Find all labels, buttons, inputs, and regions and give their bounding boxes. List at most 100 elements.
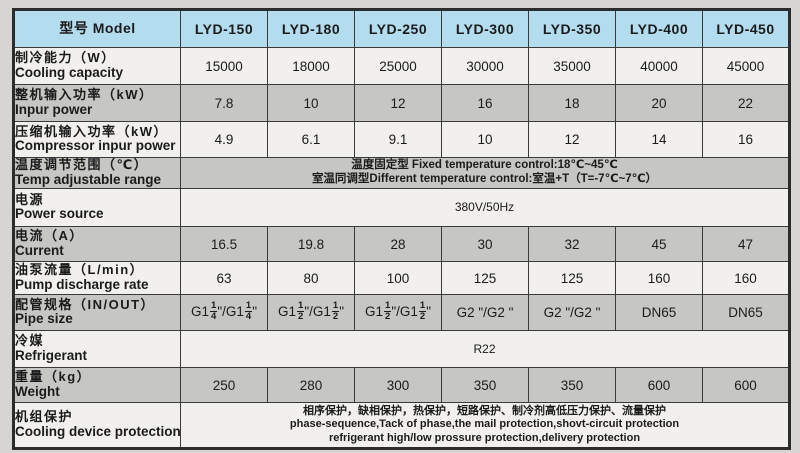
- table-row: 重量（kg） Weight 250 280 300 350 350 600 600: [13, 367, 790, 403]
- value-cell: 80: [267, 261, 355, 295]
- spec-table-body: 型号 Model LYD-150 LYD-180 LYD-250 LYD-300 LYD-…: [13, 9, 790, 449]
- value-cell: 14: [615, 121, 703, 158]
- span-line: refrigerant high/low prossure protection…: [328, 431, 641, 444]
- row-label-en: Cooling device protection: [15, 423, 181, 439]
- value-cell: 47: [702, 226, 790, 262]
- table-row: 整机输入功率（kW） Inpur power 7.8 10 12 16 18 20 22: [13, 84, 790, 122]
- value-cell: 6.1: [267, 121, 355, 158]
- value-cell: 125: [441, 261, 529, 295]
- model-header-label: 型号 Model: [13, 9, 181, 48]
- span-value-cell: 380V/50Hz: [180, 188, 790, 227]
- fraction-numerator: 1: [297, 300, 305, 312]
- model-header-cell: LYD-450: [702, 9, 790, 48]
- value-cell: 63: [180, 261, 268, 295]
- fraction-denominator: 2: [332, 311, 339, 322]
- fraction-denominator: 2: [419, 311, 426, 322]
- value-cell: 22: [702, 84, 790, 122]
- table-row: 电流（A） Current 16.5 19.8 28 30 32 45 47: [13, 226, 790, 262]
- model-header-cell: LYD-250: [354, 9, 442, 48]
- row-label-zh: 重量（kg）: [15, 369, 92, 385]
- value-cell: 19.8: [267, 226, 355, 262]
- row-label-zh: 制冷能力（W）: [15, 50, 116, 66]
- row-label-en: Power source: [15, 206, 104, 222]
- value-cell: 45: [615, 226, 703, 262]
- table-row: 配管规格（IN/OUT） Pipe size G1 1 4 "/G1 1 4 " G1 1 2 "/G1…: [13, 294, 790, 331]
- span-line: 温度固定型 Fixed temperature control:18℃~45℃: [351, 159, 618, 172]
- value-cell: 160: [615, 261, 703, 295]
- value-cell: 32: [528, 226, 616, 262]
- value-cell: G1 1 2 "/G1 1 2 ": [267, 294, 355, 331]
- row-label-en: Temp adjustable range: [15, 171, 162, 187]
- value-cell: 35000: [528, 47, 616, 85]
- row-label-zh: 整机输入功率（kW）: [15, 87, 154, 103]
- fraction-denominator: 2: [385, 311, 391, 322]
- fraction-denominator: 4: [211, 311, 217, 322]
- value-cell: 9.1: [354, 121, 442, 158]
- value-cell: 250: [180, 367, 268, 403]
- model-header-cell: LYD-400: [615, 9, 703, 48]
- fraction-numerator: 1: [331, 300, 340, 312]
- row-label: 电流（A） Current: [13, 226, 181, 262]
- row-label-zh: 配管规格（IN/OUT）: [15, 296, 156, 312]
- value-cell: G1 1 2 "/G1 1 2 ": [354, 294, 442, 331]
- value-cell: 7.8: [180, 84, 268, 122]
- row-label-zh: 电源: [15, 191, 45, 207]
- value-cell: 16.5: [180, 226, 268, 262]
- span-value-cell: 温度固定型 Fixed temperature control:18℃~45℃ 室…: [180, 157, 790, 189]
- value-cell: 30: [441, 226, 529, 262]
- fraction-numerator: 1: [210, 300, 218, 312]
- row-label-en: Refrigerant: [15, 347, 88, 363]
- row-label-zh: 压缩机输入功率（kW）: [15, 123, 169, 139]
- row-label-en: Inpur power: [15, 101, 93, 117]
- span-line: 相序保护，缺相保护，热保护，短路保护、制冷剂高低压力保护、流量保护: [303, 405, 666, 418]
- spec-table: 型号 Model LYD-150 LYD-180 LYD-250 LYD-300 LYD-…: [12, 8, 791, 450]
- row-label-zh: 温度调节范围（℃）: [15, 157, 149, 173]
- row-label: 配管规格（IN/OUT） Pipe size: [13, 294, 181, 331]
- value-cell: 18: [528, 84, 616, 122]
- row-label: 电源 Power source: [13, 188, 181, 227]
- row-label: 冷媒 Refrigerant: [13, 330, 181, 368]
- value-cell: G2 "/G2 ": [441, 294, 529, 331]
- table-row: 温度调节范围（℃） Temp adjustable range 温度固定型 Fixe…: [13, 157, 790, 189]
- table-row: 冷媒 Refrigerant R22: [13, 330, 790, 368]
- row-label-en: Current: [15, 242, 64, 258]
- table-row: 压缩机输入功率（kW） Compressor inpur power 4.9 6.1 9…: [13, 121, 790, 158]
- row-label: 压缩机输入功率（kW） Compressor inpur power: [13, 121, 181, 158]
- value-cell: G1 1 4 "/G1 1 4 ": [180, 294, 268, 331]
- value-cell: DN65: [615, 294, 703, 331]
- value-cell: 12: [528, 121, 616, 158]
- value-cell: 100: [354, 261, 442, 295]
- row-label: 机组保护 Cooling device protection: [13, 402, 181, 449]
- row-label-en: Pump discharge rate: [15, 276, 149, 292]
- row-label-en: Compressor inpur power: [15, 138, 176, 154]
- value-cell: 4.9: [180, 121, 268, 158]
- value-cell: DN65: [702, 294, 790, 331]
- table-row: 油泵流量（L/min） Pump discharge rate 63 80 100 125…: [13, 261, 790, 295]
- value-cell: 45000: [702, 47, 790, 85]
- value-cell: 280: [267, 367, 355, 403]
- span-line: 380V/50Hz: [454, 200, 515, 214]
- span-value-cell: R22: [180, 330, 790, 368]
- row-label: 油泵流量（L/min） Pump discharge rate: [13, 261, 181, 295]
- fraction-numerator: 1: [244, 300, 253, 312]
- value-cell: 16: [702, 121, 790, 158]
- span-line: R22: [473, 341, 496, 356]
- span-value-cell: 相序保护，缺相保护，热保护，短路保护、制冷剂高低压力保护、流量保护 phase-s…: [180, 402, 790, 449]
- value-cell: 20: [615, 84, 703, 122]
- row-label: 温度调节范围（℃） Temp adjustable range: [13, 157, 181, 189]
- row-label: 整机输入功率（kW） Inpur power: [13, 84, 181, 122]
- value-cell: 18000: [267, 47, 355, 85]
- row-label-en: Cooling capacity: [15, 64, 124, 80]
- table-row: 制冷能力（W） Cooling capacity 15000 18000 25000 30…: [13, 47, 790, 85]
- model-header-cell: LYD-150: [180, 9, 268, 48]
- model-header-cell: LYD-180: [267, 9, 355, 48]
- value-cell: 10: [441, 121, 529, 158]
- value-cell: 10: [267, 84, 355, 122]
- row-label-zh: 电流（A）: [15, 228, 84, 244]
